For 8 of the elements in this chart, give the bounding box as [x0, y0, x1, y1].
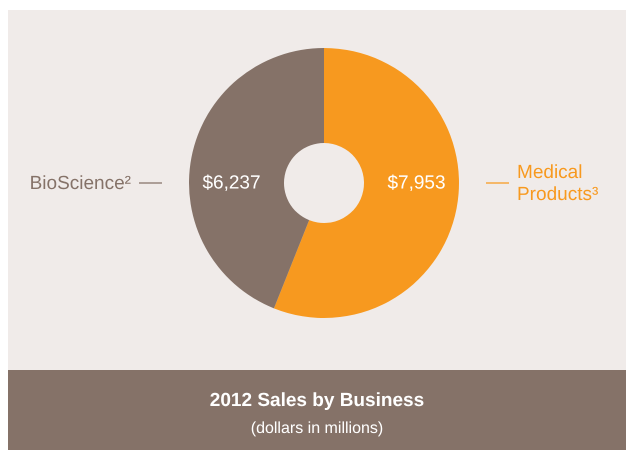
legend-label: Medical Products³: [517, 162, 598, 204]
data-label: $7,953: [387, 172, 446, 194]
text: (dollars in millions): [250, 420, 384, 437]
text: 2012 Sales by Business: [210, 390, 424, 411]
donut-slice: [274, 48, 459, 318]
data-label: $6,237: [202, 172, 261, 194]
slice-label: BioScience²: [30, 172, 131, 194]
donut-slice: [189, 48, 324, 308]
